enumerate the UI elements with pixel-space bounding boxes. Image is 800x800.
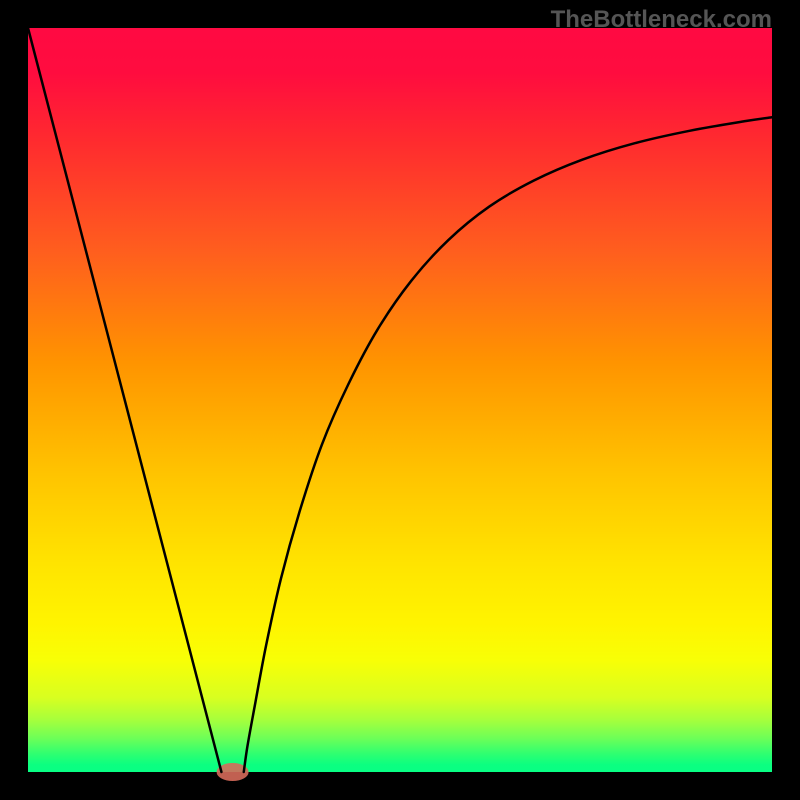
chart-gradient-bg <box>28 28 772 772</box>
bottleneck-chart <box>0 0 800 800</box>
chart-container: TheBottleneck.com <box>0 0 800 800</box>
watermark-text: TheBottleneck.com <box>551 6 772 34</box>
